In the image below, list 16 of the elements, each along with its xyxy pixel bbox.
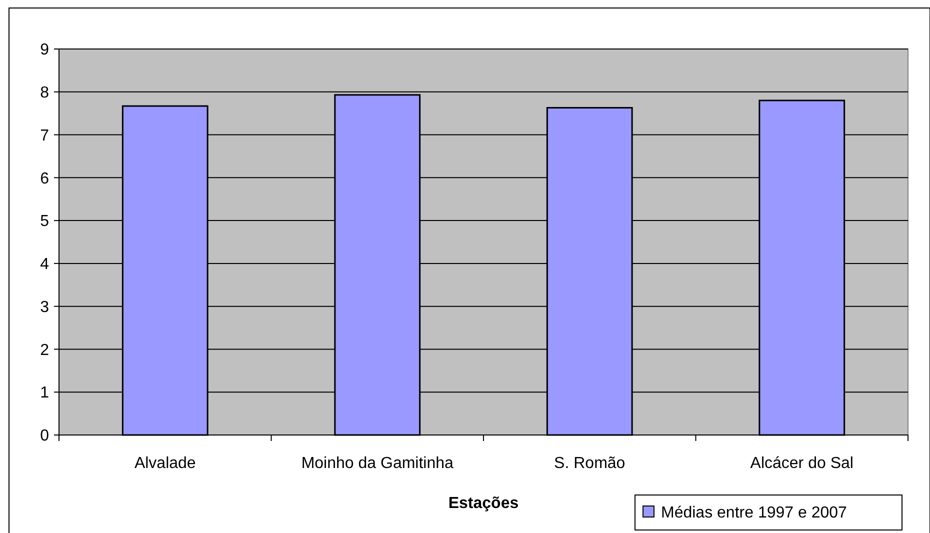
y-tick-label: 3 <box>40 298 50 316</box>
y-tick-label: 4 <box>40 256 50 274</box>
y-tick-label: 9 <box>40 42 50 59</box>
x-tick-label: Moinho da Gamitinha <box>301 455 454 472</box>
legend-label: Médias entre 1997 e 2007 <box>661 504 848 522</box>
y-tick-label: 6 <box>40 170 50 188</box>
y-tick-label: 0 <box>40 428 50 445</box>
y-tick-label: 2 <box>40 342 50 359</box>
y-tick-label: 8 <box>40 84 50 102</box>
y-tick-label: 1 <box>40 384 50 402</box>
x-tick-label: Alcácer do Sal <box>750 455 854 472</box>
y-tick-label: 5 <box>40 213 50 230</box>
x-tick-label: S. Romão <box>554 455 626 472</box>
x-axis-title: Estações <box>448 495 519 512</box>
y-tick-label: 7 <box>40 127 50 144</box>
x-tick-label: Alvalade <box>134 455 196 472</box>
